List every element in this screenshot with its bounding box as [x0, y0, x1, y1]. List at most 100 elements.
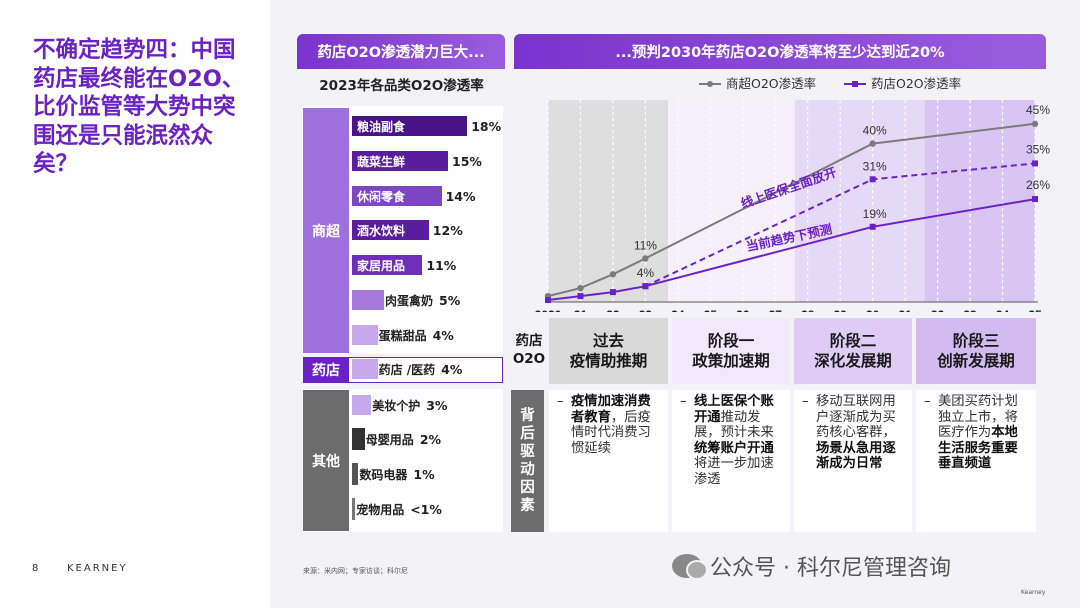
phase-title: 阶段二 [829, 332, 877, 350]
phase-band [794, 100, 925, 302]
driver-text-block: – 美团买药计划独立上市，将医疗作为本地生活服务重要垂直频道 [916, 390, 1036, 532]
bar: 家居用品 [352, 255, 423, 275]
bar [352, 498, 356, 520]
x-tick-label: 34 [996, 308, 1010, 312]
bullet-dash: – [924, 394, 931, 409]
x-tick-label: 21 [574, 308, 588, 312]
driver-text: 移动互联网用户逐渐成为买药核心客群， [816, 394, 896, 441]
x-tick-label: 33 [963, 308, 977, 312]
left-panel [0, 0, 270, 608]
driver-highlight: 场景从急用逐渐成为日常 [816, 440, 896, 472]
data-label: 45% [1026, 103, 1050, 117]
x-tick-label: 32 [931, 308, 945, 312]
data-label: 26% [1026, 178, 1050, 192]
data-label: 19% [863, 207, 887, 221]
bar-label: 药店 /医药 [378, 362, 436, 377]
bar-label: 肉蛋禽奶 [385, 293, 434, 308]
series-line [547, 122, 1036, 298]
bar-value-label: 1% [413, 466, 435, 482]
drivers-row-label: 背后驱动因素 [511, 390, 544, 532]
series-point [869, 223, 876, 230]
wechat-watermark: 公众号 · 科尔尼管理咨询 [672, 550, 951, 582]
data-label: 11% [634, 238, 657, 252]
corner-brand: Kearney [1021, 589, 1046, 596]
bar-row: 蔬菜生鲜 15% [352, 150, 482, 172]
x-tick-label: 22 [606, 308, 620, 312]
bar-row: 蛋糕甜品 4% [352, 324, 454, 346]
bar [352, 290, 384, 310]
bar-row: 美妆个护 3% [352, 394, 447, 416]
bar-label: 休闲零食 [357, 189, 406, 204]
phase-row-label: 药店O2O [512, 333, 546, 367]
right-section-header: ...预判2030年药店O2O渗透率将至少达到近20% [514, 34, 1046, 69]
phase-subtitle: 创新发展期 [937, 352, 1015, 370]
segment-label-pharmacy: 药店 [303, 358, 349, 382]
phase-header: 阶段一 政策加速期 [672, 318, 790, 384]
bar: 休闲零食 [352, 186, 442, 206]
watermark-text: 公众号 · 科尔尼管理咨询 [710, 556, 951, 581]
bar-value-label: 4% [441, 361, 463, 377]
bar-label: 蛋糕甜品 [378, 328, 427, 343]
page-number: 8 [32, 563, 39, 574]
bar-value-label: 14% [445, 188, 476, 204]
x-tick-label: 28 [801, 308, 815, 312]
series-point [1032, 196, 1038, 203]
bar [352, 463, 359, 485]
data-label: 40% [863, 124, 887, 138]
bar-chart-subtitle: 2023年各品类O2O渗透率 [319, 78, 484, 94]
bullet-dash: – [557, 394, 564, 409]
bar-row: 休闲零食 14% [352, 185, 476, 207]
bar [352, 395, 372, 415]
phase-subtitle: 深化发展期 [814, 352, 892, 370]
series-point [609, 271, 617, 278]
driver-text: 推动发展，预计未来 [694, 409, 774, 441]
legend-label: 药店O2O渗透率 [871, 76, 961, 91]
bar: 蔬菜生鲜 [352, 151, 448, 171]
series-point [869, 140, 876, 147]
phase-title: 过去 [592, 332, 624, 350]
bar [352, 428, 365, 450]
bar-value-label: 4% [432, 327, 454, 343]
bar-label: 母婴用品 [365, 432, 414, 447]
driver-highlight: 疫情加速消费者教育 [571, 394, 651, 425]
series-point [545, 297, 551, 304]
series-line [547, 198, 1036, 301]
bar-label: 家居用品 [357, 258, 406, 273]
driver-highlight: 统筹账户开通 [694, 440, 774, 456]
bar-row: 宠物用品 <1% [352, 498, 442, 520]
bar-row: 母婴用品 2% [352, 428, 441, 450]
left-section-header: 药店O2O渗透潜力巨大... [297, 34, 505, 69]
x-tick-label: 27 [769, 308, 783, 312]
page-title: 不确定趋势四：中国药店最终能在O2O、比价监管等大势中突围还是只能泯然众矣？ [33, 37, 245, 177]
segment-label-supermarket: 商超 [303, 108, 349, 353]
data-label: 31% [863, 159, 887, 173]
bar-label: 粮油副食 [357, 119, 406, 134]
bar-label: 蔬菜生鲜 [357, 154, 406, 169]
bar-value-label: 11% [426, 257, 457, 273]
driver-text-block: – 线上医保个账开通推动发展，预计未来统筹账户开通将进一步加速渗透 [672, 390, 790, 532]
phase-subtitle: 疫情助推期 [569, 352, 648, 370]
driver-highlight: 本地生活服务重要垂直频道 [938, 425, 1018, 472]
x-tick-label: 26 [736, 308, 750, 312]
bar: 粮油副食 [352, 116, 468, 136]
x-tick-label: 2020 [535, 308, 562, 312]
phase-subtitle: 政策加速期 [692, 352, 770, 370]
bar [352, 325, 378, 345]
legend-label: 商超O2O渗透率 [726, 76, 816, 91]
phase-band [548, 100, 669, 302]
series-point [577, 293, 584, 300]
phase-header: 过去 疫情助推期 [549, 318, 668, 384]
x-tick-label: 30 [866, 308, 880, 312]
driver-text-block: – 疫情加速消费者教育，后疫情时代消费习惯延续 [549, 390, 668, 532]
data-label: 35% [1026, 142, 1050, 156]
driver-text: 美团买药计划独立上市，将医疗作为 [938, 394, 1018, 441]
series-point [642, 283, 649, 290]
brand-logo-text: KEARNEY [67, 563, 128, 574]
series-point [642, 255, 649, 262]
bar-row: 粮油副食 18% [352, 115, 501, 137]
bar-value-label: 2% [419, 431, 442, 447]
bar-value-label: 3% [426, 397, 448, 413]
phase-header: 阶段三 创新发展期 [916, 318, 1036, 384]
series-point [1031, 120, 1039, 128]
bar-value-label: 5% [439, 292, 461, 308]
